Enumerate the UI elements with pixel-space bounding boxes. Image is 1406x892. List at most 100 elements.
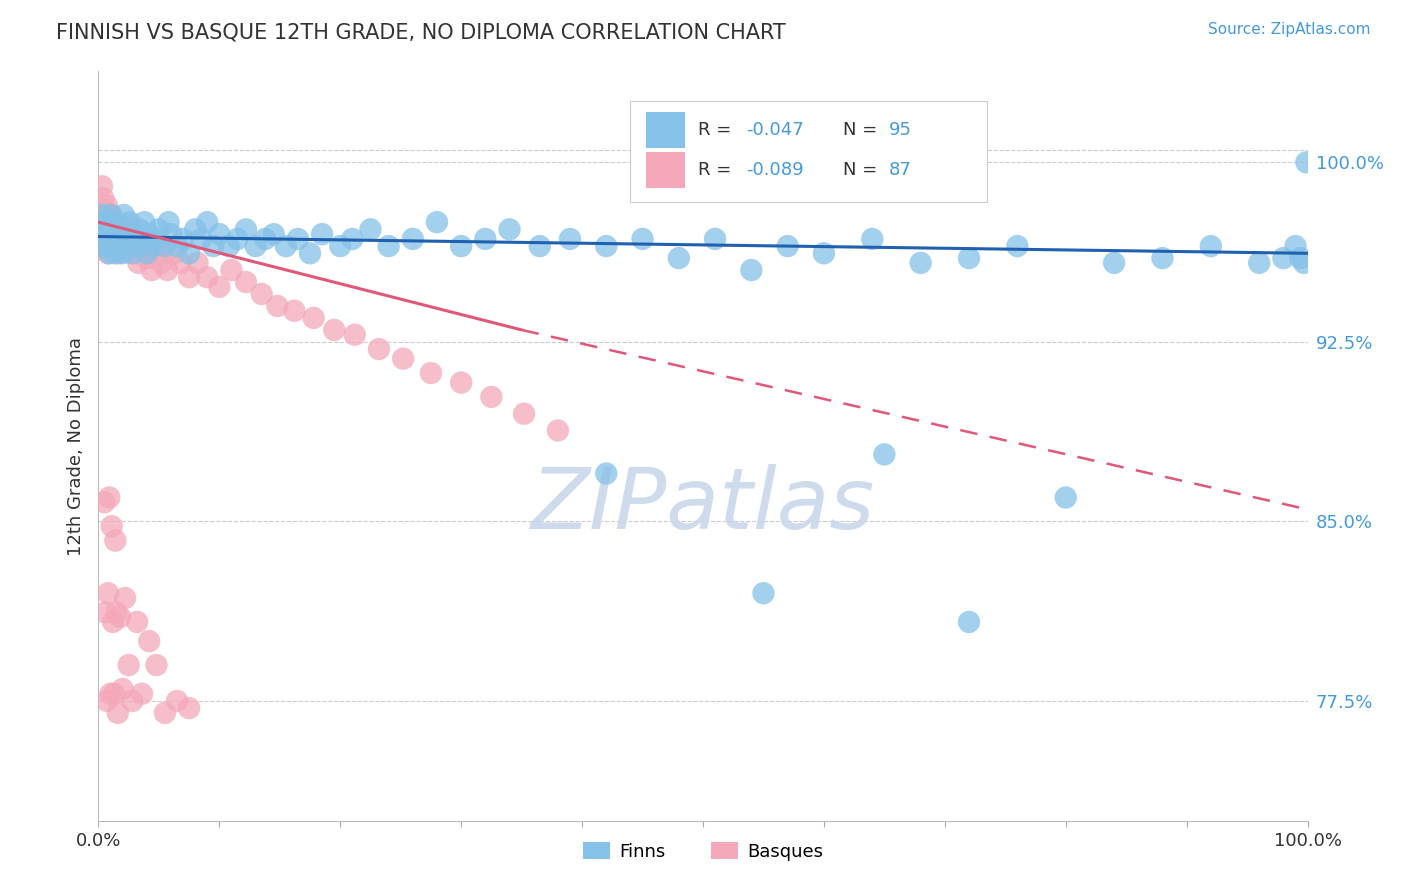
Point bbox=[1152, 251, 1174, 265]
Point bbox=[776, 239, 799, 253]
Point bbox=[595, 467, 617, 481]
Point bbox=[98, 491, 121, 505]
Point bbox=[110, 239, 132, 253]
Point bbox=[860, 232, 883, 246]
Point bbox=[148, 222, 170, 236]
Point bbox=[93, 203, 115, 218]
Point bbox=[118, 215, 141, 229]
Point bbox=[481, 390, 503, 404]
Point bbox=[138, 634, 160, 648]
Point bbox=[97, 208, 120, 222]
Point bbox=[103, 687, 125, 701]
Point bbox=[145, 232, 167, 246]
Point bbox=[124, 246, 146, 260]
Point bbox=[299, 246, 322, 260]
Text: Source: ZipAtlas.com: Source: ZipAtlas.com bbox=[1208, 22, 1371, 37]
Point bbox=[96, 215, 118, 229]
Point bbox=[1249, 256, 1271, 270]
Point bbox=[100, 208, 122, 222]
Point bbox=[94, 227, 117, 241]
Point bbox=[368, 342, 391, 356]
Text: 95: 95 bbox=[889, 120, 912, 139]
Point bbox=[96, 694, 118, 708]
Point bbox=[195, 215, 218, 229]
Point bbox=[104, 246, 127, 260]
Point bbox=[105, 222, 128, 236]
Point bbox=[91, 191, 114, 205]
Point bbox=[311, 227, 333, 241]
Point bbox=[402, 232, 425, 246]
Point bbox=[302, 310, 325, 325]
Text: ZIPatlas: ZIPatlas bbox=[531, 465, 875, 548]
FancyBboxPatch shape bbox=[647, 153, 685, 188]
Point bbox=[101, 615, 124, 629]
Point bbox=[124, 227, 146, 241]
Point bbox=[97, 215, 120, 229]
Point bbox=[111, 681, 134, 696]
Point bbox=[105, 606, 128, 620]
Point bbox=[96, 198, 118, 212]
Point bbox=[100, 208, 122, 222]
Point bbox=[631, 232, 654, 246]
Point bbox=[100, 227, 122, 241]
Point bbox=[98, 246, 121, 260]
Text: -0.089: -0.089 bbox=[747, 161, 804, 179]
Point bbox=[513, 407, 536, 421]
Point bbox=[100, 222, 122, 236]
Point bbox=[108, 222, 131, 236]
Point bbox=[752, 586, 775, 600]
Point bbox=[91, 208, 114, 222]
Point bbox=[94, 208, 117, 222]
Point bbox=[323, 323, 346, 337]
Point bbox=[179, 270, 201, 285]
Point bbox=[98, 215, 121, 229]
Point bbox=[103, 232, 125, 246]
Point bbox=[263, 227, 285, 241]
Point bbox=[1295, 155, 1317, 169]
Point bbox=[250, 287, 273, 301]
Point bbox=[110, 232, 132, 246]
Point bbox=[1199, 239, 1222, 253]
Point bbox=[105, 215, 128, 229]
Point bbox=[131, 239, 153, 253]
Point bbox=[127, 615, 149, 629]
Point bbox=[93, 495, 115, 509]
Point bbox=[100, 687, 122, 701]
Text: 87: 87 bbox=[889, 161, 912, 179]
Point bbox=[97, 246, 120, 260]
Point bbox=[342, 232, 364, 246]
Point bbox=[94, 606, 117, 620]
Point bbox=[108, 610, 131, 624]
Point bbox=[107, 232, 129, 246]
Point bbox=[107, 227, 129, 241]
Point bbox=[114, 227, 136, 241]
Point bbox=[127, 239, 149, 253]
Point bbox=[145, 658, 167, 673]
Point bbox=[104, 239, 127, 253]
Point bbox=[142, 239, 165, 253]
Point bbox=[377, 239, 399, 253]
Point bbox=[111, 246, 134, 260]
Point bbox=[121, 232, 143, 246]
Point bbox=[107, 706, 129, 720]
Point bbox=[145, 246, 167, 260]
Point bbox=[111, 222, 134, 236]
Point bbox=[226, 232, 249, 246]
Point bbox=[245, 239, 267, 253]
Point bbox=[128, 222, 150, 236]
Point bbox=[131, 232, 153, 246]
Point bbox=[208, 280, 231, 294]
Point bbox=[100, 519, 122, 533]
Point bbox=[172, 232, 194, 246]
FancyBboxPatch shape bbox=[647, 112, 685, 148]
Point bbox=[96, 222, 118, 236]
Point bbox=[100, 232, 122, 246]
Point bbox=[94, 227, 117, 241]
Point bbox=[108, 239, 131, 253]
Point bbox=[813, 246, 835, 260]
Point bbox=[474, 232, 496, 246]
Point bbox=[910, 256, 932, 270]
Point bbox=[93, 215, 115, 229]
Point bbox=[101, 222, 124, 236]
Point bbox=[208, 227, 231, 241]
